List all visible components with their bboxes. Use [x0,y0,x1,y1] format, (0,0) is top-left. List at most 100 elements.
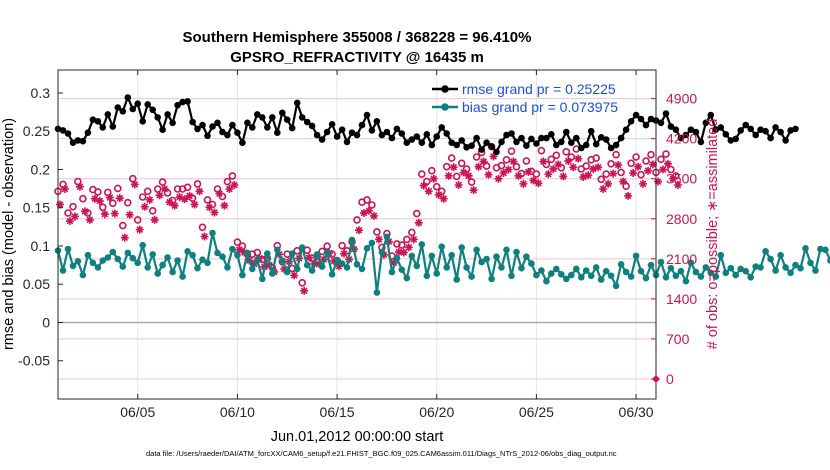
obs-assimilated-point [115,194,124,203]
bias-point [508,272,515,280]
rmse-point [368,127,376,134]
bias-point [338,260,346,267]
obs-possible-point [632,153,640,161]
rmse-point [677,134,685,142]
rmse-point [59,127,67,134]
obs-possible-point [432,182,441,191]
bias-point [189,251,196,259]
rmse-point [134,100,141,107]
bias-point [313,251,321,258]
bias-point [787,269,794,277]
bias-point [179,273,186,280]
rmse-point [777,128,784,136]
obs-assimilated-point [374,235,383,244]
y-right-tick-label: 3500 [666,171,697,187]
obs-assimilated-point [369,211,378,220]
plot-series [54,94,830,296]
obs-assimilated-point [389,258,398,267]
rmse-point [762,127,769,135]
obs-assimilated-point [414,218,423,227]
bias-point [707,269,715,277]
obs-assimilated-point [574,154,583,163]
rmse-point [553,141,560,149]
rmse-point [129,105,137,113]
bias-point [114,255,122,263]
obs-assimilated-point [559,172,568,181]
obs-assimilated-point [130,180,139,189]
obs-assimilated-point [185,191,194,200]
rmse-point [538,134,545,142]
rmse-point [672,126,680,133]
rmse-point [747,125,754,133]
rmse-point [269,114,276,121]
bias-point [463,264,470,271]
bias-point [323,248,331,256]
obs-assimilated-point [504,165,513,174]
rmse-point [573,134,580,142]
rmse-point [94,118,102,125]
obs-possible-point [402,235,411,244]
obs-possible-point [537,146,546,155]
rmse-point [498,138,505,146]
obs-possible-point [637,170,645,179]
bias-point [109,248,117,256]
obs-assimilated-point [300,286,309,295]
bias-point [174,257,181,264]
bias-point [468,273,475,280]
bias-point [637,267,645,275]
obs-assimilated-point [644,166,653,175]
rmse-point [607,144,615,152]
bias-point [134,259,141,267]
rmse-point [323,128,331,136]
obs-assimilated-point [75,182,84,191]
rmse-point [159,126,166,133]
rmse-point [587,127,595,135]
obs-assimilated-point [315,259,324,268]
rmse-point [308,122,316,130]
bias-point [264,250,271,257]
obs-assimilated-point [364,206,373,215]
bias-point [428,252,436,260]
bias-point [219,253,226,260]
rmse-point [488,143,495,150]
obs-assimilated-point [205,203,214,212]
rmse-point [697,138,705,146]
obs-assimilated-point [220,201,229,210]
obs-assimilated-point [85,215,94,224]
obs-possible-point [353,216,361,224]
obs-possible-point [417,170,426,178]
bias-point [672,272,680,280]
rmse-point [388,134,396,142]
obs-possible-point [532,170,541,178]
bias-point [802,245,809,252]
footer-data-file: data file: /Users/raeder/DAI/ATM_forcXX/… [146,449,617,458]
bias-point [59,267,67,274]
rmse-point [318,136,326,143]
obs-possible-point [447,154,456,162]
bias-point [473,246,480,254]
rmse-point [259,114,266,121]
x-tick-label: 06/05 [120,404,155,420]
x-tick-label: 06/30 [619,404,654,420]
rmse-point [144,101,151,108]
bias-point [687,259,695,267]
obs-assimilated-point [584,171,593,180]
obs-possible-point [442,162,451,171]
obs-possible-point [562,148,571,156]
bias-point [582,267,590,274]
rmse-point [558,138,565,146]
bias-point [358,265,366,273]
bias-point [498,264,505,271]
obs-possible-point [397,241,406,249]
bias-point [224,264,231,271]
obs-possible-point [99,203,107,212]
obs-possible-point [472,153,481,161]
rmse-point [398,130,406,137]
obs-possible-point [647,150,655,159]
bias-point [762,248,769,255]
bias-point [274,246,281,254]
obs-possible-point [79,194,87,203]
obs-possible-point [373,228,381,236]
obs-assimilated-point [444,171,453,180]
bias-point [69,262,77,270]
